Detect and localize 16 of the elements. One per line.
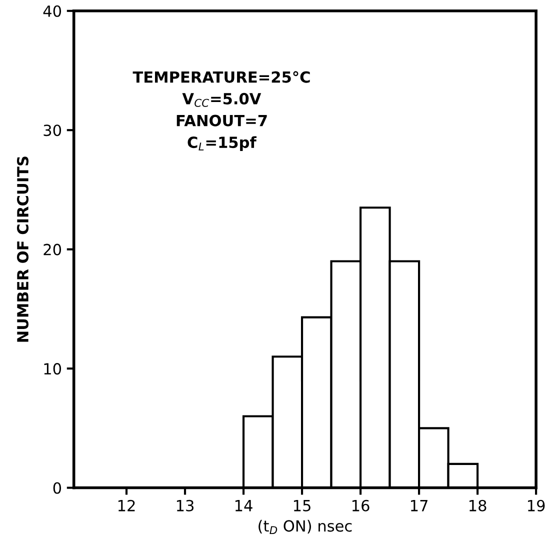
- x-tick-label: 14: [235, 500, 252, 512]
- x-tick-label: 16: [352, 500, 370, 512]
- y-tick-label: 10: [44, 363, 62, 375]
- y-tick-label: 20: [44, 244, 62, 256]
- x-tick-label: 18: [470, 500, 486, 512]
- x-tick-label: 15: [294, 500, 310, 512]
- x-tick-label: 12: [118, 500, 135, 512]
- y-axis-title: NUMBER OF CIRCUITS: [16, 156, 29, 342]
- annotation: TEMPERATURE=25°C V$_{CC}$=5.0V FANOUT=7 C$_{L}$=15pf: [132, 71, 310, 152]
- y-tick-label: 0: [53, 482, 62, 494]
- y-tick-label: 40: [43, 5, 62, 17]
- x-axis-title: (t$_{D}$ ON) nsec: [258, 520, 352, 534]
- x-tick-label: 17: [411, 500, 428, 512]
- x-tick-label: 13: [176, 500, 194, 512]
- y-tick-label: 30: [44, 124, 62, 136]
- x-tick-label: 19: [528, 500, 545, 512]
